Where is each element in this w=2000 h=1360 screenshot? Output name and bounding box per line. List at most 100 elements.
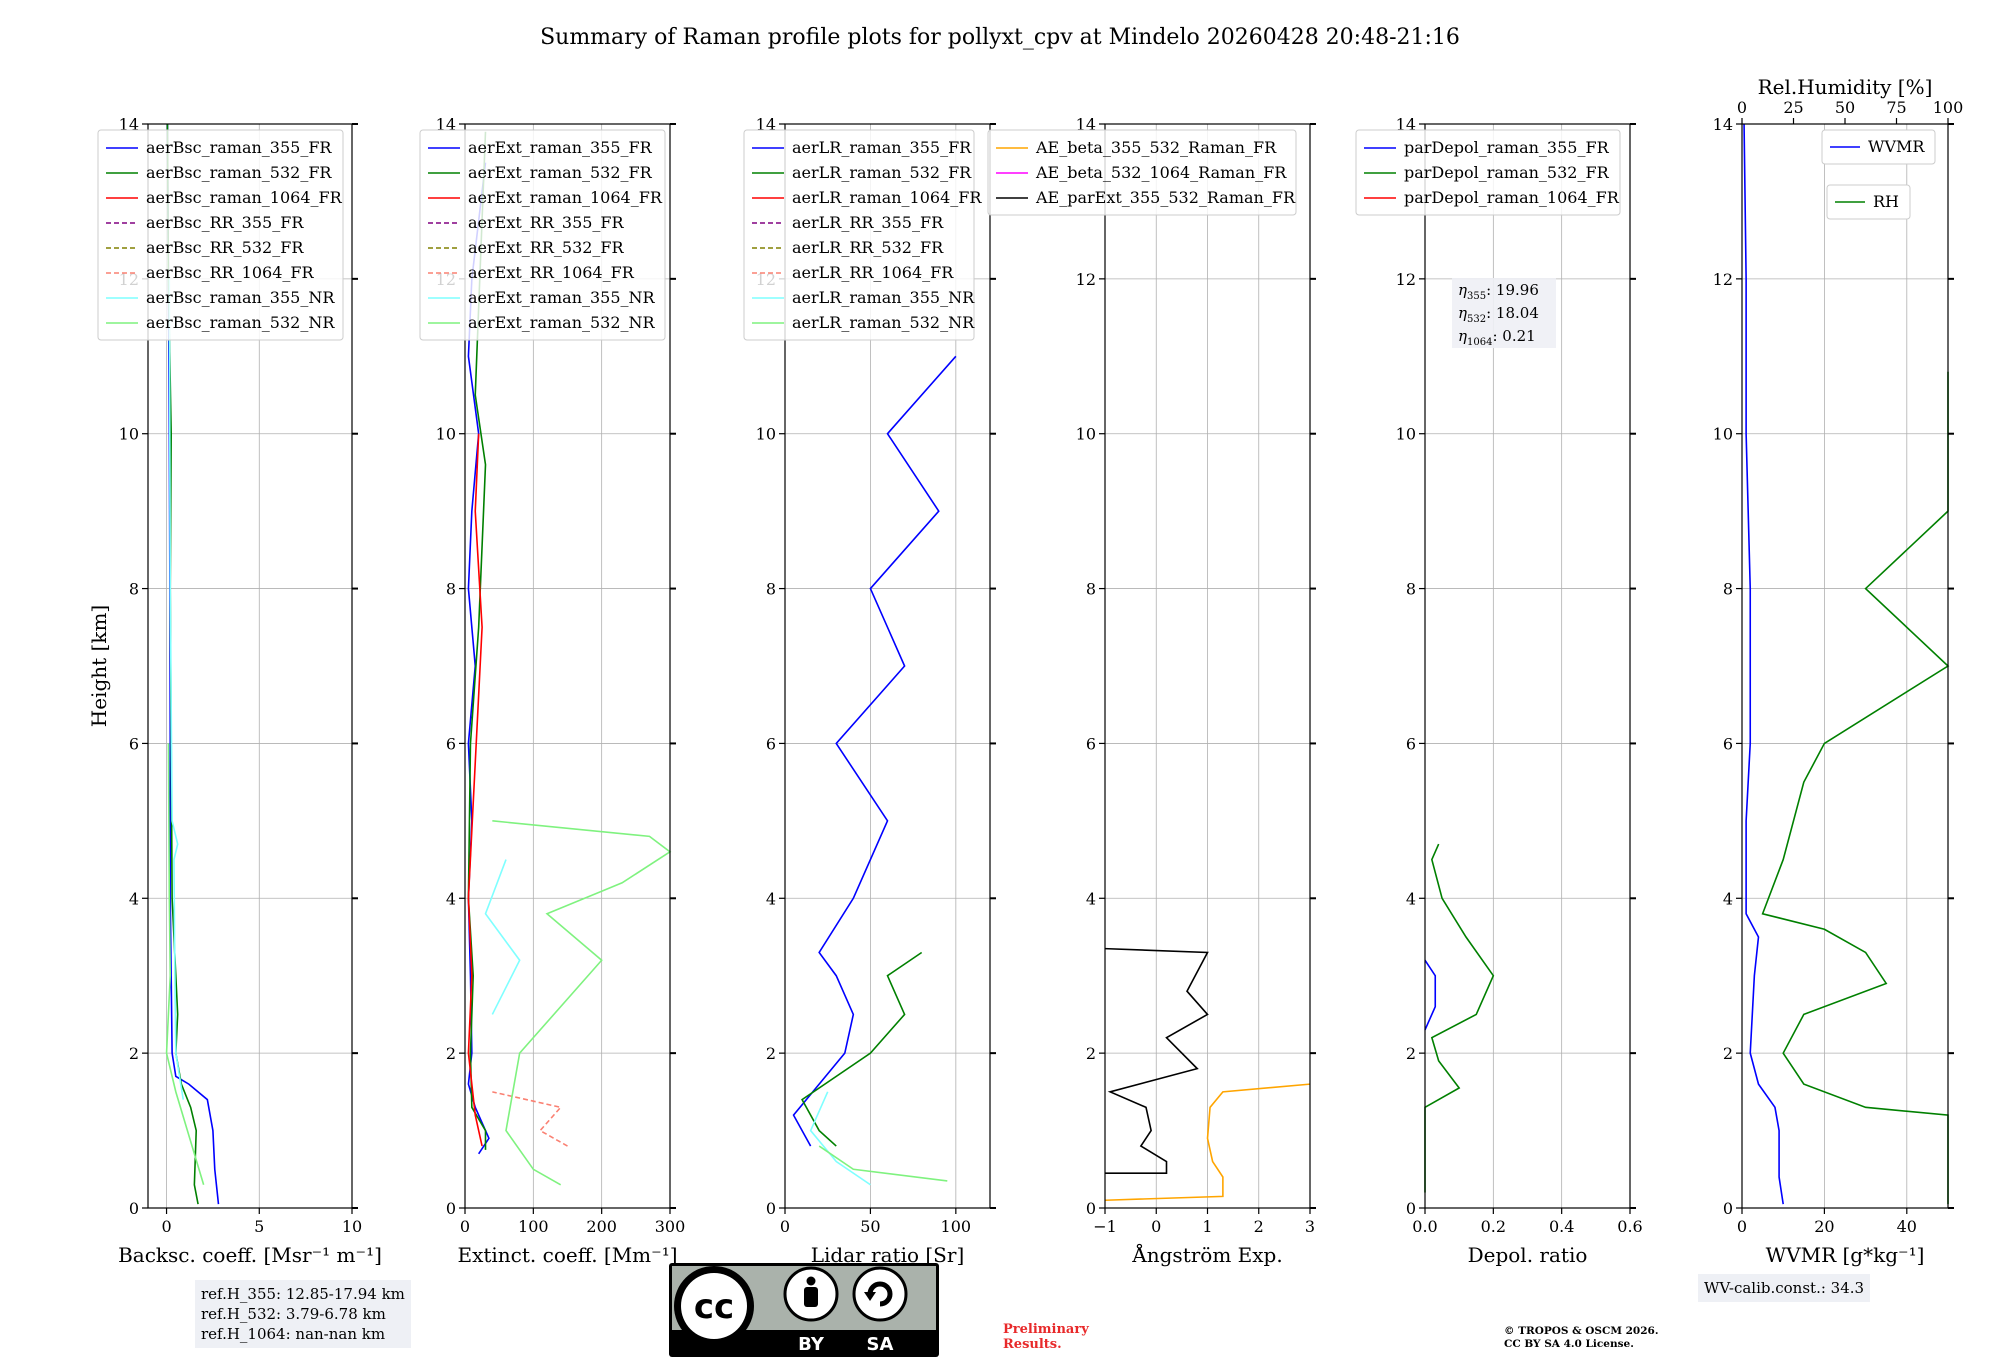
x-tick-label: 100 <box>518 1217 549 1236</box>
y-tick-label: 4 <box>129 889 139 908</box>
legend-entry: aerExt_raman_355_NR <box>468 288 656 307</box>
legend-entry: AE_beta_532_1064_Raman_FR <box>1035 163 1287 182</box>
legend-box <box>1826 184 1911 220</box>
chart-panel-extinction: 024681012140100200300Extinct. coeff. [Mm… <box>419 115 685 1267</box>
cc-license-badge: cc BY SA <box>669 1263 939 1357</box>
y-tick-label: 14 <box>756 115 776 134</box>
legend-entry: aerExt_raman_1064_FR <box>468 188 663 207</box>
x-tick-label: 0 <box>780 1217 790 1236</box>
legend-entry: AE_parExt_355_532_Raman_FR <box>1035 188 1296 207</box>
share-alike-arc <box>867 1281 893 1307</box>
legend-entry: aerBsc_RR_355_FR <box>146 213 304 232</box>
series-line-aerExt_RR_1064_FR <box>492 1091 568 1147</box>
copyright-line-1: © TROPOS & OSCM 2026. <box>1504 1325 1659 1337</box>
legend-box <box>97 129 344 341</box>
x-axis-label: WVMR [g*kg⁻¹] <box>1766 1243 1925 1267</box>
chart-legend-rh: RH <box>1826 184 1911 220</box>
legend-entry: aerLR_RR_532_FR <box>792 238 944 257</box>
legend-entry: aerLR_raman_532_FR <box>792 163 972 182</box>
eta-line: η355: 19.96 <box>1458 281 1539 302</box>
x-tick-label: 3 <box>1305 1217 1315 1236</box>
y-tick-label: 6 <box>1406 734 1416 753</box>
legend-box <box>987 129 1297 216</box>
copyright-line-2: CC BY SA 4.0 License. <box>1504 1338 1634 1350</box>
chart-panel-depolarization: 0 2 4 6 8 10 12 14 0.0 0.2 0.4 0.6 Depol. ratio parDe… <box>1355 115 1643 1267</box>
figure-title: Summary of Raman profile plots for polly… <box>540 25 1460 50</box>
x-tick-label: 10 <box>342 1217 362 1236</box>
series-line-parDepol_raman_355_FR <box>1424 959 1437 1031</box>
attribution-body <box>804 1287 818 1307</box>
legend-box <box>1355 129 1621 216</box>
legend-box <box>1821 129 1936 165</box>
preliminary-line-1: Preliminary <box>1003 1322 1089 1337</box>
axes-frame <box>147 123 353 1209</box>
legend-entry: aerExt_raman_532_FR <box>468 163 653 182</box>
x-tick-label: 40 <box>1897 1217 1917 1236</box>
series-line-aerBsc_raman_355_NR <box>168 278 185 1100</box>
top-x-tick-label: 100 <box>1933 98 1964 117</box>
legend-entry: aerExt_RR_355_FR <box>468 213 625 232</box>
y-axis-label: Height [km] <box>87 605 111 727</box>
y-tick-label: 2 <box>1723 1044 1733 1063</box>
wv-calib-box: WV-calib.const.: 34.3 <box>1698 1274 1871 1302</box>
y-tick-label: 6 <box>1086 734 1096 753</box>
wv-calib-const: WV-calib.const.: 34.3 <box>1704 1279 1865 1297</box>
ref-height-1064: ref.H_1064: nan-nan km <box>201 1325 386 1343</box>
y-tick-label: 8 <box>1723 580 1733 599</box>
legend-entry: aerBsc_raman_355_FR <box>146 138 332 157</box>
y-tick-label: 0 <box>1723 1199 1733 1218</box>
chart-legend: aerExt_raman_355_FR aerExt_raman_532_FRae… <box>419 129 666 341</box>
legend-box <box>743 129 975 341</box>
y-tick-label: 0 <box>1406 1199 1416 1218</box>
y-tick-label: 4 <box>446 889 456 908</box>
x-tick-label: 20 <box>1814 1217 1834 1236</box>
axes-frame <box>1741 123 1949 1209</box>
legend-entry: aerExt_raman_355_FR <box>468 138 653 157</box>
y-tick-label: 12 <box>1713 270 1733 289</box>
attribution-head <box>806 1276 816 1286</box>
y-tick-label: 0 <box>1086 1199 1096 1218</box>
y-tick-label: 8 <box>446 580 456 599</box>
legend-entry: aerExt_RR_532_FR <box>468 238 625 257</box>
top-x-axis-label: Rel.Humidity [%] <box>1758 75 1933 99</box>
y-tick-label: 2 <box>1406 1044 1416 1063</box>
axes-frame <box>1424 123 1631 1209</box>
x-axis-label: Depol. ratio <box>1468 1243 1588 1267</box>
legend-entry: aerBsc_RR_1064_FR <box>146 263 315 282</box>
ref-height-532: ref.H_532: 3.79-6.78 km <box>201 1305 386 1323</box>
legend-entry: WVMR <box>1868 137 1925 156</box>
chart-panel-lidar_ratio: 02468101214050100Lidar ratio [Sr]aerLR_r… <box>743 115 996 1267</box>
x-tick-label: 100 <box>941 1217 972 1236</box>
y-tick-label: 8 <box>1086 580 1096 599</box>
legend-entry: aerLR_raman_355_NR <box>792 288 975 307</box>
y-tick-label: 12 <box>1076 270 1096 289</box>
x-tick-label: 2 <box>1254 1217 1264 1236</box>
series-line-WVMR <box>1743 123 1784 1205</box>
chart-legend: aerBsc_raman_355_FR aerBsc_raman_532_FRae… <box>97 129 344 341</box>
legend-entry: aerLR_raman_1064_FR <box>792 188 982 207</box>
chart-legend: AE_beta_355_532_Raman_FR AE_beta_532_1064… <box>987 129 1297 216</box>
series-line-aerLR_raman_532_NR <box>818 1145 948 1182</box>
chart-panel-backscatter: 024681012140510Backsc. coeff. [Msr⁻¹ m⁻¹… <box>87 115 382 1267</box>
legend-entry: aerLR_raman_355_FR <box>792 138 972 157</box>
y-tick-label: 2 <box>446 1044 456 1063</box>
series-line-AE_parExt_355_532_Raman_FR <box>1104 947 1209 1174</box>
y-tick-label: 10 <box>1076 425 1096 444</box>
x-tick-label: 0 <box>1151 1217 1161 1236</box>
series-line-aerLR_raman_355_FR <box>792 355 957 1147</box>
preliminary-results-note: Preliminary Results. <box>1003 1322 1089 1352</box>
axes-frame <box>784 123 991 1209</box>
cc-logo-text: cc <box>694 1287 734 1327</box>
legend-entry: aerLR_RR_1064_FR <box>792 263 954 282</box>
series-line-RH <box>1761 371 1950 1205</box>
x-tick-label: 5 <box>254 1217 264 1236</box>
legend-box <box>419 129 666 341</box>
y-tick-label: 0 <box>129 1199 139 1218</box>
y-tick-label: 2 <box>766 1044 776 1063</box>
y-tick-label: 6 <box>1723 734 1733 753</box>
y-tick-label: 10 <box>756 425 776 444</box>
y-tick-label: 0 <box>766 1199 776 1218</box>
